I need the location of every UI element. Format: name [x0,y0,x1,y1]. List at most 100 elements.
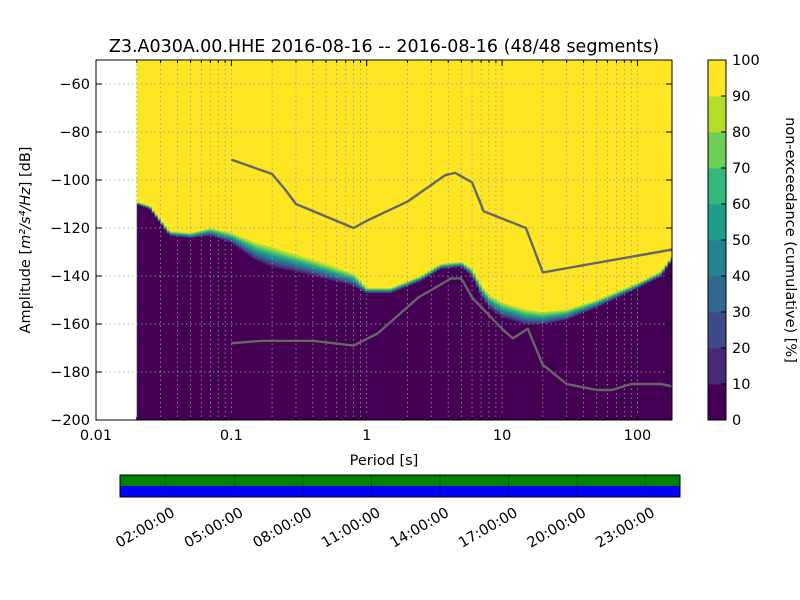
heatmap-cell-mid [457,261,462,263]
heatmap-cell-mid [466,271,471,273]
heatmap-cell-low [214,237,219,420]
heatmap-cell-mid [517,318,522,321]
heatmap-cell-high [541,60,546,312]
heatmap-cell-mid [328,277,333,280]
heatmap-cell-high [418,60,423,277]
heatmap-cell-mid [220,232,225,235]
heatmap-cell-mid [583,309,588,312]
heatmap-cell-mid [541,313,546,316]
heatmap-cell-mid [562,317,567,319]
heatmap-cell-mid [646,279,651,281]
colorbar-swatch [708,312,726,349]
heatmap-cell-low [325,278,330,420]
heatmap-cell-high [583,60,588,304]
heatmap-cell-mid [646,278,651,280]
heatmap-cell-mid [172,233,177,235]
heatmap-cell-low [421,279,426,420]
heatmap-cell-mid [322,270,327,273]
heatmap-cell-mid [163,227,168,229]
heatmap-cell-mid [637,283,642,285]
heatmap-cell-mid [190,233,195,235]
heatmap-column [550,60,555,420]
heatmap-cell-mid [403,286,408,288]
heatmap-cell-mid [301,260,306,264]
heatmap-cell-high [457,60,462,262]
heatmap-cell-mid [583,308,588,311]
heatmap-cell-mid [304,257,309,261]
heatmap-cell-low [382,292,387,420]
heatmap-cell-mid [196,233,201,235]
heatmap-cell-mid [523,321,528,325]
heatmap-cell-mid [367,288,372,289]
heatmap-cell-mid [355,286,360,288]
heatmap-cell-mid [550,317,555,320]
heatmap-cell-mid [457,264,462,266]
heatmap-cell-mid [586,305,591,308]
heatmap-cell-mid [550,312,555,315]
heatmap-cell-mid [202,235,207,237]
y-tick-label: −180 [50,365,90,381]
heatmap-cell-high [568,60,573,309]
heatmap-cell-mid [631,284,636,286]
heatmap-cell-mid [400,283,405,285]
heatmap-cell-mid [421,275,426,277]
heatmap-cell-low [190,237,195,420]
heatmap-cell-mid [187,233,192,235]
heatmap-cell-mid [220,231,225,234]
heatmap-cell-mid [229,238,234,241]
heatmap-column [160,60,165,420]
heatmap-cell-mid [157,219,162,221]
heatmap-cell-mid [478,286,483,288]
heatmap-cell-mid [445,267,450,269]
colorbar-swatch [708,384,726,421]
heatmap-cell-mid [571,307,576,310]
colorbar-swatch [708,204,726,241]
heatmap-cell-mid [361,290,366,292]
heatmap-cell-mid [337,268,342,271]
heatmap-cell-mid [541,322,546,325]
heatmap-cell-mid [286,263,291,266]
heatmap-cell-mid [331,268,336,271]
heatmap-column [370,60,375,420]
heatmap-cell-high [163,60,168,226]
heatmap-cell-mid [277,251,282,255]
x-tick-label: 0.1 [220,428,243,444]
heatmap-cell-mid [388,289,393,291]
heatmap-cell-high [607,60,612,295]
heatmap-cell-mid [628,290,633,292]
heatmap-cell-high [574,60,579,307]
heatmap-cell-low [559,320,564,420]
heatmap-cell-mid [553,316,558,318]
heatmap-cell-mid [466,267,471,270]
heatmap-cell-mid [418,277,423,279]
heatmap-column [304,60,309,420]
heatmap-cell-mid [487,298,492,301]
heatmap-cell-mid [610,293,615,295]
heatmap-cell-mid [307,260,312,263]
heatmap-cell-mid [430,271,435,273]
heatmap-cell-low [388,292,393,420]
heatmap-cell-mid [394,286,399,288]
colorbar-tick-label: 50 [732,233,750,249]
heatmap-column [652,60,657,420]
heatmap-cell-mid [469,270,474,272]
heatmap-cell-mid [652,277,657,279]
heatmap-cell-mid [304,267,309,271]
heatmap-cell-low [385,292,390,420]
heatmap-column [598,60,603,420]
heatmap-cell-mid [607,296,612,298]
heatmap-cell-mid [250,243,255,246]
heatmap-cell-mid [229,237,234,240]
heatmap-cell-low [643,284,648,420]
heatmap-cell-mid [400,287,405,289]
heatmap-cell-mid [193,235,198,237]
heatmap-cell-high [241,60,246,238]
heatmap-cell-mid [415,277,420,279]
heatmap-cell-mid [460,265,465,267]
heatmap-cell-mid [286,260,291,264]
heatmap-cell-mid [418,280,423,282]
heatmap-cell-mid [337,276,342,279]
heatmap-cell-mid [433,269,438,271]
heatmap-cell-mid [235,240,240,243]
heatmap-cell-mid [331,278,336,281]
